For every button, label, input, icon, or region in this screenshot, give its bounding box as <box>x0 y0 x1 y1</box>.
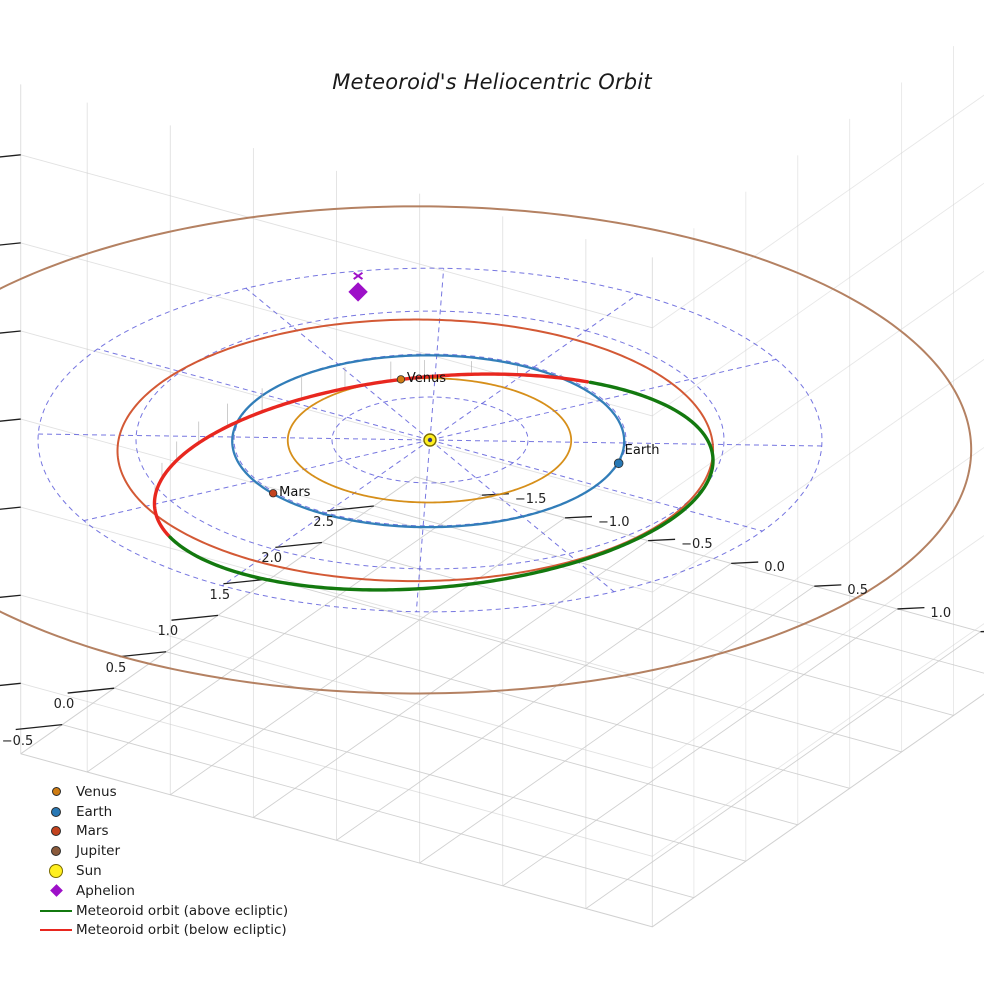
circle-icon <box>51 826 61 837</box>
body-markers <box>269 271 624 498</box>
legend-dot-key <box>36 864 76 879</box>
legend-diamond-key <box>36 884 76 898</box>
legend-item-label: Aphelion <box>76 882 135 899</box>
orbit-path <box>0 205 973 695</box>
legend-line-swatch <box>40 929 72 932</box>
legend-item[interactable]: Jupiter <box>36 841 288 861</box>
meteoroid-orbit-path <box>168 380 715 592</box>
circle-icon <box>51 806 61 817</box>
page-title: Meteoroid's Heliocentric Orbit <box>332 70 652 94</box>
y-axis-tick-label: −0.5 <box>681 537 713 553</box>
mars-label: Mars <box>279 485 311 501</box>
legend-item-label: Meteoroid orbit (below ecliptic) <box>76 922 287 939</box>
legend-line-key <box>36 909 76 912</box>
legend-dot-key <box>36 806 76 817</box>
legend-dot-key <box>36 826 76 837</box>
aphelion-cross-marker <box>353 271 364 280</box>
y-axis-tick-label: 0.0 <box>764 560 785 576</box>
ecliptic-polar-grid <box>37 267 823 613</box>
legend-item[interactable]: Venus <box>36 782 288 802</box>
legend-dot-key <box>36 787 76 797</box>
x-axis-tick-label: 2.5 <box>313 514 334 530</box>
meteoroid-orbit-path <box>152 375 427 538</box>
venus-marker <box>396 375 406 384</box>
circle-icon <box>51 846 61 857</box>
aphelion-marker <box>348 282 368 302</box>
legend-item-label: Mars <box>76 823 109 840</box>
legend-item[interactable]: Mars <box>36 822 288 842</box>
legend-item-label: Venus <box>76 783 117 800</box>
legend-dot-key <box>36 846 76 857</box>
legend-item[interactable]: Meteoroid orbit (below ecliptic) <box>36 921 288 941</box>
legend-line-key <box>36 929 76 932</box>
earth-label: Earth <box>624 443 660 459</box>
circle-icon <box>49 864 63 879</box>
legend-line-swatch <box>40 909 72 912</box>
legend-item-label: Meteoroid orbit (above ecliptic) <box>76 902 289 919</box>
venus-label: Venus <box>406 371 447 387</box>
legend-item[interactable]: Earth <box>36 802 288 822</box>
x-axis-tick-label: 0.0 <box>53 697 75 713</box>
mars-marker <box>269 489 278 498</box>
meteoroid-orbit-path <box>422 372 590 384</box>
ecliptic-drop-lines <box>154 360 562 532</box>
sun-core <box>427 437 433 443</box>
legend-item[interactable]: Meteoroid orbit (above ecliptic) <box>36 901 288 921</box>
y-axis-tick-label: −1.0 <box>597 514 630 530</box>
y-axis-tick-label: 0.5 <box>847 582 868 598</box>
y-axis-tick-label: −1.5 <box>514 491 547 507</box>
legend-item[interactable]: Sun <box>36 861 288 881</box>
x-axis-tick-label: 1.5 <box>209 587 231 603</box>
legend: Venus Earth Mars Jupiter Sun Aphelion Meteoroi… <box>36 782 288 940</box>
x-axis-tick-label: −0.5 <box>1 733 34 749</box>
circle-icon <box>51 787 61 797</box>
legend-item-label: Sun <box>76 863 102 880</box>
legend-item-label: Jupiter <box>76 843 121 860</box>
earth-marker <box>613 458 624 469</box>
x-axis-tick-label: 0.5 <box>105 660 127 676</box>
x-axis-tick-label: 1.0 <box>157 624 179 640</box>
legend-item-label: Earth <box>76 803 113 820</box>
x-axis-tick-label: 2.0 <box>261 551 283 567</box>
orbit-path <box>231 354 626 529</box>
y-axis-tick-label: 1.0 <box>930 605 952 621</box>
legend-item[interactable]: Aphelion <box>36 881 288 901</box>
diamond-icon <box>49 884 63 898</box>
